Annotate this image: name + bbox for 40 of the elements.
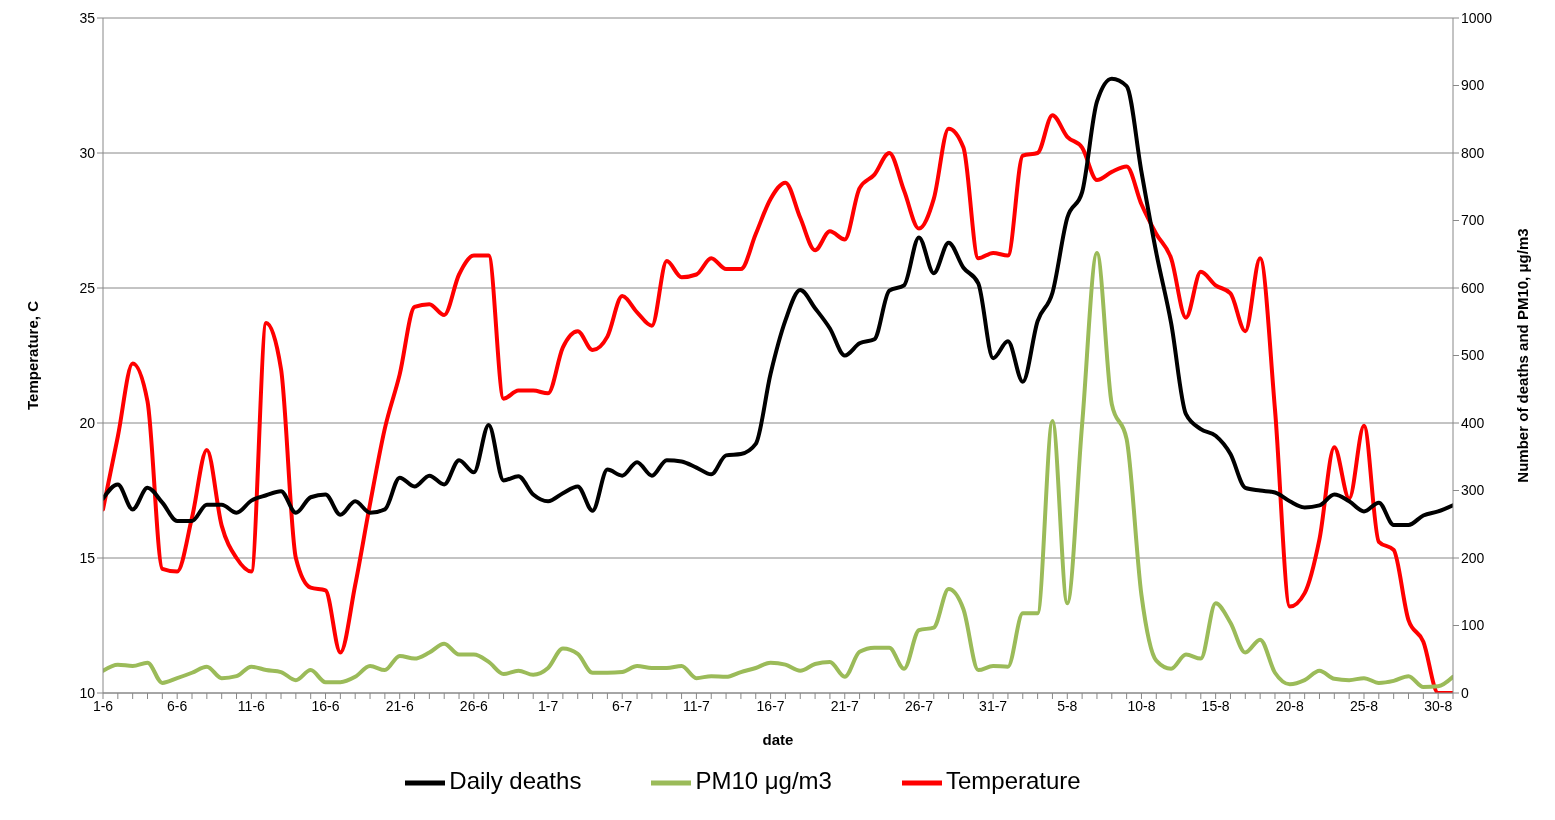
x-tick-label: 26-6	[459, 697, 489, 714]
x-tick-label: 6-7	[612, 697, 633, 714]
y2-tick-label: 100	[1461, 617, 1485, 634]
y-tick-label: 30	[79, 144, 96, 161]
x-tick-label: 10-8	[1127, 697, 1156, 714]
y-tick-label: 15	[79, 549, 96, 566]
y2-tick-label: 300	[1461, 482, 1485, 499]
y2-axis-title: Number of deaths and PM10, μg/m3	[1514, 228, 1532, 483]
y2-tick-label: 500	[1461, 347, 1485, 364]
x-tick-label: 30-8	[1424, 697, 1453, 714]
x-tick-label: 16-7	[756, 697, 785, 714]
x-tick-label: 5-8	[1057, 697, 1078, 714]
legend-label: PM10 μg/m3	[695, 767, 832, 795]
y2-tick-label: 800	[1461, 144, 1485, 161]
y2-tick-label: 400	[1461, 414, 1485, 431]
x-tick-label: 20-8	[1275, 697, 1305, 714]
x-tick-label: 16-6	[311, 697, 340, 714]
x-tick-label: 21-7	[830, 697, 859, 714]
y2-tick-label: 900	[1461, 77, 1485, 94]
legend-label: Daily deaths	[449, 767, 582, 795]
x-tick-label: 11-6	[237, 697, 266, 714]
y2-tick-label: 200	[1461, 549, 1485, 566]
x-tick-label: 1-7	[537, 697, 559, 714]
y2-tick-label: 700	[1461, 212, 1485, 229]
legend-label: Temperature	[945, 767, 1081, 795]
x-tick-label: 26-7	[904, 697, 934, 714]
x-tick-label: 31-7	[979, 697, 1008, 714]
x-tick-label: 21-6	[385, 697, 414, 714]
y-tick-label: 20	[79, 414, 96, 431]
y2-tick-label: 1000	[1461, 9, 1493, 26]
y-tick-label: 35	[79, 9, 96, 26]
y-tick-label: 25	[79, 279, 96, 296]
x-axis-title: date	[762, 731, 794, 748]
y2-tick-label: 0	[1461, 684, 1469, 701]
x-tick-label: 25-8	[1349, 697, 1379, 714]
x-tick-label: 6-6	[167, 697, 188, 714]
x-tick-label: 15-8	[1201, 697, 1230, 714]
y-axis-title: Temperature, C	[24, 300, 42, 410]
x-tick-label: 11-7	[682, 697, 711, 714]
y2-tick-label: 600	[1461, 279, 1485, 296]
